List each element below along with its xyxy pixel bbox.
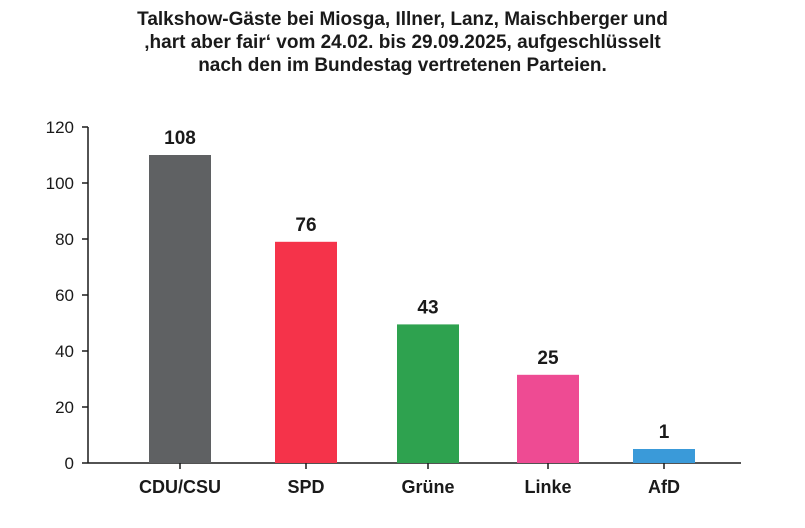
y-tick-label: 40	[55, 342, 74, 361]
x-tick-label: Grüne	[401, 477, 454, 497]
y-tick-label: 60	[55, 286, 74, 305]
title-line-1: Talkshow-Gäste bei Miosga, Illner, Lanz,…	[137, 9, 668, 30]
x-tick-label: SPD	[287, 477, 324, 497]
data-label: 76	[295, 215, 316, 236]
data-label: 108	[164, 128, 196, 149]
bar-spd	[275, 241, 337, 463]
title-line-2: ‚hart aber fair‘ vom 24.02. bis 29.09.20…	[144, 32, 661, 53]
x-tick-label: AfD	[648, 477, 680, 497]
x-tick-label: CDU/CSU	[139, 477, 221, 497]
data-label: 25	[537, 348, 559, 369]
bar-cdu-csu	[149, 155, 211, 463]
y-tick-label: 20	[55, 398, 74, 417]
x-tick-label: Linke	[524, 477, 571, 497]
data-label: 43	[417, 297, 438, 318]
data-label: 1	[659, 422, 670, 443]
y-tick-label: 100	[46, 174, 74, 193]
y-tick-label: 0	[65, 454, 74, 473]
y-tick-label: 80	[55, 230, 74, 249]
y-tick-label: 120	[46, 118, 74, 137]
chart-title: Talkshow-Gäste bei Miosga, Illner, Lanz,…	[0, 8, 805, 77]
title-line-3: nach den im Bundestag vertretenen Partei…	[198, 55, 607, 76]
bar-linke	[517, 374, 579, 463]
bar-afd	[633, 449, 695, 463]
bar-gr-ne	[397, 324, 459, 463]
